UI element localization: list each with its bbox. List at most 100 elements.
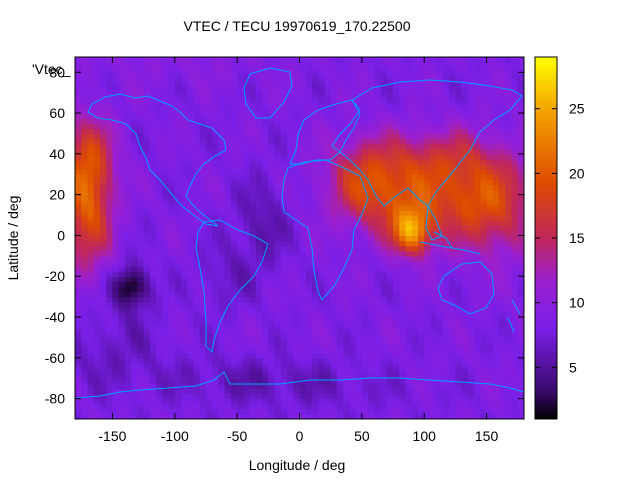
heatmap-cell — [511, 306, 519, 313]
heatmap-cell — [218, 113, 226, 119]
heatmap-cell — [268, 291, 276, 298]
heatmap-cell — [330, 281, 338, 288]
heatmap-cell — [436, 189, 444, 196]
heatmap-cell — [181, 118, 188, 124]
heatmap-cell — [118, 209, 126, 216]
heatmap-cell — [467, 230, 475, 237]
heatmap-cell — [455, 82, 463, 89]
heatmap-cell — [255, 123, 263, 129]
heatmap-cell — [293, 67, 301, 73]
heatmap-cell — [193, 225, 201, 231]
heatmap-cell — [131, 332, 138, 339]
heatmap-cell — [461, 194, 469, 201]
heatmap-cell — [405, 266, 413, 272]
heatmap-cell — [81, 398, 89, 405]
heatmap-cell — [149, 215, 157, 221]
heatmap-cell — [355, 133, 363, 140]
heatmap-cell — [318, 260, 326, 267]
heatmap-cell — [380, 235, 388, 242]
heatmap-cell — [380, 77, 388, 84]
heatmap-cell — [393, 240, 400, 247]
heatmap-cell — [293, 123, 301, 129]
heatmap-cell — [311, 255, 319, 262]
heatmap-cell — [368, 266, 375, 272]
heatmap-cell — [218, 255, 226, 262]
heatmap-cell — [517, 189, 524, 196]
heatmap-cell — [181, 322, 188, 328]
heatmap-cell — [399, 327, 407, 333]
heatmap-cell — [149, 113, 157, 119]
heatmap-cell — [511, 357, 519, 364]
heatmap-cell — [349, 133, 357, 140]
heatmap-cell — [218, 158, 226, 165]
heatmap-cell — [405, 362, 413, 369]
heatmap-cell — [156, 413, 163, 419]
heatmap-cell — [430, 148, 438, 155]
heatmap-cell — [386, 87, 394, 94]
heatmap-cell — [442, 281, 450, 288]
heatmap-cell — [112, 189, 120, 196]
heatmap-cell — [193, 138, 201, 145]
heatmap-cell — [274, 199, 282, 206]
heatmap-cell — [149, 403, 157, 410]
heatmap-cell — [424, 245, 432, 252]
heatmap-cell — [424, 128, 432, 135]
heatmap-cell — [305, 220, 313, 226]
heatmap-cell — [336, 143, 344, 150]
heatmap-cell — [311, 225, 319, 231]
heatmap-cell — [480, 235, 488, 242]
heatmap-cell — [243, 255, 251, 262]
heatmap-cell — [174, 398, 182, 405]
heatmap-cell — [355, 138, 363, 145]
heatmap-cell — [411, 266, 419, 272]
heatmap-cell — [449, 230, 457, 237]
heatmap-cell — [156, 164, 163, 170]
heatmap-cell — [268, 230, 276, 237]
heatmap-cell — [330, 199, 338, 206]
heatmap-cell — [193, 388, 201, 395]
heatmap-cell — [262, 118, 269, 124]
heatmap-cell — [230, 169, 238, 175]
heatmap-cell — [262, 276, 269, 282]
heatmap-cell — [386, 153, 394, 160]
heatmap-cell — [287, 327, 294, 333]
heatmap-cell — [81, 169, 89, 175]
heatmap-cell — [156, 337, 163, 344]
heatmap-cell — [255, 143, 263, 150]
heatmap-cell — [430, 235, 438, 242]
heatmap-cell — [137, 368, 145, 374]
heatmap-cell — [330, 87, 338, 94]
heatmap-cell — [467, 271, 475, 277]
heatmap-cell — [249, 337, 257, 344]
heatmap-cell — [417, 107, 425, 114]
heatmap-cell — [212, 337, 220, 344]
heatmap-cell — [461, 322, 469, 328]
heatmap-cell — [199, 291, 207, 298]
heatmap-cell — [305, 67, 313, 73]
heatmap-cell — [393, 398, 400, 405]
heatmap-cell — [430, 352, 438, 359]
heatmap-cell — [75, 413, 82, 419]
heatmap-cell — [305, 87, 313, 94]
heatmap-cell — [455, 408, 463, 415]
heatmap-cell — [230, 362, 238, 369]
heatmap-cell — [343, 281, 350, 288]
heatmap-cell — [218, 322, 226, 328]
heatmap-cell — [499, 296, 506, 303]
heatmap-cell — [255, 107, 263, 114]
heatmap-cell — [474, 123, 481, 129]
heatmap-cell — [349, 174, 357, 180]
heatmap-cell — [492, 408, 500, 415]
heatmap-cell — [205, 373, 213, 379]
heatmap-cell — [492, 337, 500, 344]
heatmap-cell — [262, 128, 269, 135]
heatmap-cell — [324, 301, 332, 308]
heatmap-cell — [212, 220, 220, 226]
heatmap-cell — [218, 128, 226, 135]
heatmap-cell — [156, 225, 163, 231]
heatmap-cell — [249, 189, 257, 196]
heatmap-cell — [467, 118, 475, 124]
heatmap-cell — [118, 388, 126, 395]
heatmap-cell — [237, 184, 244, 191]
heatmap-cell — [280, 204, 288, 211]
